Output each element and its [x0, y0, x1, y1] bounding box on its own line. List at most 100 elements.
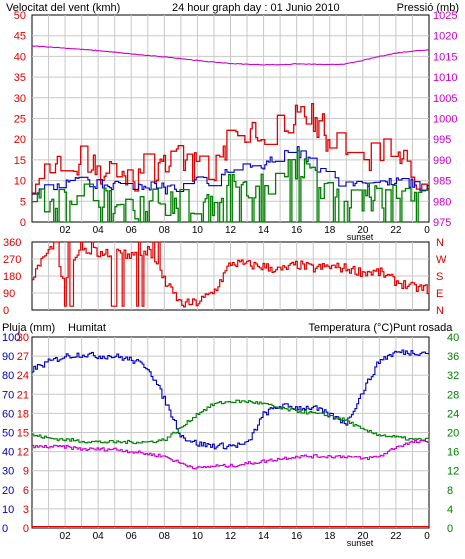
- temperature-tick-label: 40: [447, 332, 459, 344]
- wind-tick-label: 5: [20, 196, 26, 208]
- x-tick-label: 16: [291, 225, 303, 236]
- x-tick-label: 04: [93, 225, 105, 236]
- temperature-tick-label: 36: [447, 351, 459, 363]
- x-tick-label: 02: [60, 531, 72, 542]
- x-tick-label: 22: [390, 225, 402, 236]
- humidity-tick-label: 50: [2, 428, 14, 440]
- x-tick-label: 0: [424, 531, 430, 542]
- wind-tick-label: 0: [20, 217, 26, 229]
- wind-speed-axis: 0 5 10 15 20 25 30 35 40 45 50: [14, 10, 26, 229]
- rain-tick-label: 18: [17, 408, 29, 420]
- temperature-tick-label: 4: [447, 504, 453, 516]
- humidity-tick-label: 30: [2, 466, 14, 478]
- sunset-label: sunset: [347, 232, 374, 242]
- humidity-tick-label: 70: [2, 389, 14, 401]
- x-tick-label: 06: [126, 531, 138, 542]
- x-tick-label: 18: [324, 531, 336, 542]
- direction-degree-tick: 180: [3, 271, 21, 283]
- x-tick-label: 10: [192, 225, 204, 236]
- temperature-tick-label: 32: [447, 370, 459, 382]
- x-tick-label: 18: [324, 225, 336, 236]
- pressure-tick-label: 995: [433, 134, 451, 146]
- wind-tick-label: 20: [14, 134, 26, 146]
- direction-degree-tick: 360: [3, 237, 21, 249]
- direction-compass-tick: S: [436, 271, 443, 283]
- pressure-tick-label: 990: [433, 155, 451, 167]
- wind-pressure-series: [31, 45, 430, 223]
- humidity-tick-label: 10: [2, 504, 14, 516]
- pressure-tick-label: 1015: [433, 51, 457, 63]
- humidity-tick-label: 60: [2, 408, 14, 420]
- temperature-axis: 0 4 8 12 16 20 24 28 32 36 40: [447, 332, 459, 535]
- humidity-tick-label: 90: [2, 351, 14, 363]
- direction-compass-tick: N: [436, 237, 444, 249]
- series-dewpoint-line: [32, 439, 430, 470]
- temperature-tick-label: 12: [447, 466, 459, 478]
- x-tick-label: 16: [291, 531, 303, 542]
- x-tick-label: 14: [258, 225, 270, 236]
- pressure-title: Pressió (mb): [397, 2, 459, 14]
- rain-humidity-temp-series: [32, 349, 430, 528]
- temperature-tick-label: 24: [447, 408, 459, 420]
- direction-degree-tick: 0: [3, 305, 9, 317]
- wind-tick-label: 50: [14, 10, 26, 22]
- x-tick-label: 0: [424, 225, 430, 236]
- wind-tick-label: 30: [14, 93, 26, 105]
- x-tick-label: 20: [357, 531, 369, 542]
- wind-speed-title: Velocitat del vent (kmh): [6, 2, 120, 14]
- wind-x-axis: 02 04 06 08 10 12 14 16 18 20 22 0 sunset: [60, 225, 431, 242]
- humidity-tick-label: 20: [2, 485, 14, 497]
- temperature-tick-label: 16: [447, 447, 459, 459]
- temperature-tick-label: 0: [447, 523, 453, 535]
- pressure-tick-label: 1025: [433, 10, 457, 22]
- pressure-tick-label: 1010: [433, 72, 457, 84]
- wind-tick-label: 35: [14, 72, 26, 84]
- wind-tick-label: 45: [14, 31, 26, 43]
- wind-tick-label: 15: [14, 155, 26, 167]
- wind-tick-label: 40: [14, 51, 26, 63]
- x-tick-label: 14: [258, 531, 270, 542]
- dewpoint-title: Punt rosada: [393, 322, 453, 334]
- x-tick-label: 22: [390, 531, 402, 542]
- pressure-tick-label: 1000: [433, 114, 457, 126]
- pressure-tick-label: 1005: [433, 93, 457, 105]
- rain-tick-label: 15: [17, 428, 29, 440]
- series-temperature-line: [32, 399, 430, 445]
- rain-tick-label: 3: [23, 504, 29, 516]
- humidity-tick-label: 100: [2, 332, 20, 344]
- rain-tick-label: 9: [23, 466, 29, 478]
- humidity-tick-label: 80: [2, 370, 14, 382]
- rain-tick-label: 24: [17, 370, 29, 382]
- x-tick-label: 02: [60, 225, 72, 236]
- rain-tick-label: 6: [23, 485, 29, 497]
- x-tick-label: 04: [93, 531, 105, 542]
- wind-tick-label: 10: [14, 176, 26, 188]
- pressure-tick-label: 975: [433, 217, 451, 229]
- temperature-tick-label: 8: [447, 485, 453, 497]
- humidity-tick-label: 40: [2, 447, 14, 459]
- wind-direction-degree-axis: 0 90 180 270 360: [3, 237, 21, 317]
- pressure-axis: 975 980 985 990 995 1000 1005 1010 1015 1020 1025: [433, 10, 457, 229]
- temperature-tick-label: 20: [447, 428, 459, 440]
- temperature-tick-label: 28: [447, 389, 459, 401]
- wind-tick-label: 25: [14, 114, 26, 126]
- direction-degree-tick: 270: [3, 254, 21, 266]
- pressure-tick-label: 1020: [433, 31, 457, 43]
- humidity-title: Humitat: [68, 322, 106, 334]
- wind-direction-grid: [32, 242, 429, 310]
- rain-tick-label: 0: [23, 523, 29, 535]
- direction-degree-tick: 90: [3, 288, 15, 300]
- bottom-x-axis: 02 04 06 08 10 12 14 16 18 20 22 0 sunset: [60, 531, 431, 548]
- x-tick-label: 20: [357, 225, 369, 236]
- series-pressure-line: [31, 45, 430, 66]
- temperature-title: Temperatura (°C): [309, 322, 393, 334]
- x-tick-label: 10: [192, 531, 204, 542]
- rain-tick-label: 27: [17, 351, 29, 363]
- x-tick-label: 12: [225, 531, 237, 542]
- rain-tick-label: 12: [17, 447, 29, 459]
- wind-direction-series: [32, 241, 430, 308]
- series-minimum-line: [32, 149, 429, 223]
- rain-tick-label: 30: [17, 332, 29, 344]
